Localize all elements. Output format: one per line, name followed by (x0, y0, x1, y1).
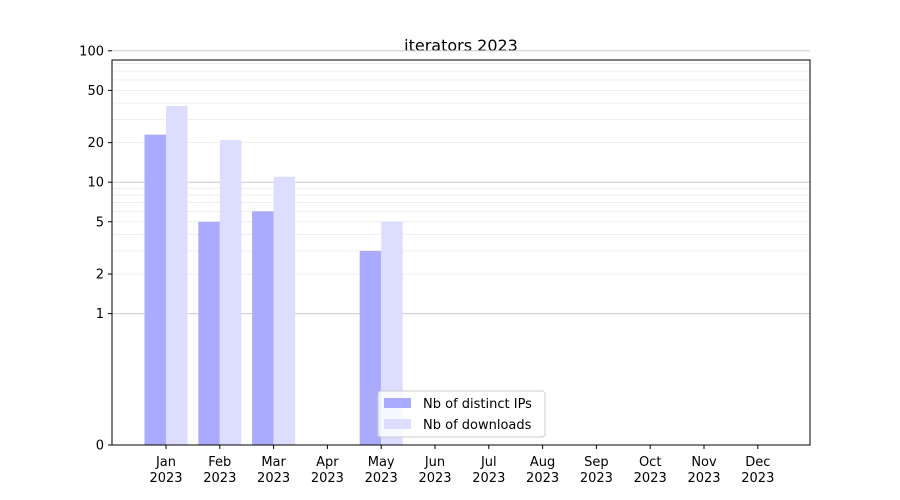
y-tick-label: 10 (87, 176, 104, 191)
y-tick-label: 50 (87, 84, 104, 99)
y-tick-label: 0 (96, 439, 104, 454)
bar (144, 134, 166, 446)
x-tick-label: May 2023 (365, 455, 398, 486)
x-tick-label: Jun 2023 (418, 455, 451, 486)
x-tick-label: Feb 2023 (203, 455, 236, 486)
bar (273, 176, 296, 446)
legend-box (377, 390, 546, 438)
legend-label: Nb of downloads (423, 418, 532, 433)
y-tick-label: 100 (79, 44, 104, 59)
bar (381, 221, 403, 445)
x-tick-label: Jul 2023 (472, 455, 505, 486)
y-tick-label: 5 (96, 215, 104, 230)
y-tick-label: 2 (96, 268, 104, 283)
x-tick-label: Mar 2023 (257, 455, 290, 486)
bar (166, 106, 188, 446)
plot-frame (111, 59, 811, 446)
x-axis: Jan 2023 Feb 2023 Mar 2023 Apr 2023 May 2023 Jun 20… (149, 445, 774, 486)
legend-swatch (384, 398, 411, 408)
bar (198, 221, 220, 445)
legend: Nb of distinct IPs Nb of downloads (377, 390, 546, 438)
y-tick-label: 1 (96, 307, 104, 322)
legend-swatch (384, 419, 411, 429)
y-tick-label: 20 (87, 136, 104, 151)
x-tick-label: Nov 2023 (687, 455, 720, 486)
bar (359, 250, 382, 445)
chart-title: iterators 2023 (404, 36, 518, 55)
bar (252, 211, 274, 445)
y-axis: 0 1 2 5 10 20 50 100 (79, 44, 112, 454)
x-tick-label: Dec 2023 (741, 455, 774, 486)
x-tick-label: Sep 2023 (580, 455, 613, 486)
bars (144, 106, 403, 446)
x-tick-label: Oct 2023 (634, 455, 667, 486)
x-tick-label: Apr 2023 (311, 455, 344, 486)
x-tick-label: Jan 2023 (149, 455, 182, 486)
bar (219, 139, 242, 445)
x-tick-label: Aug 2023 (526, 455, 559, 486)
legend-label: Nb of distinct IPs (423, 397, 532, 412)
